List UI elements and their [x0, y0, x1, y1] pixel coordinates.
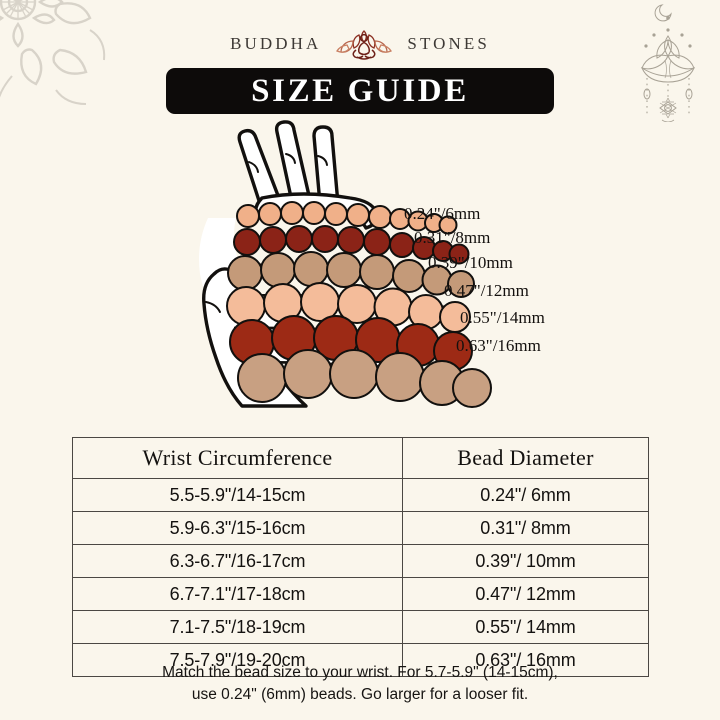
bracelet-row-16mm [237, 349, 492, 408]
table-row: 6.7-7.1"/17-18cm 0.47"/ 12mm [72, 577, 649, 611]
cell-wrist: 5.5-5.9"/14-15cm [72, 478, 403, 512]
footer-note: Match the bead size to your wrist. For 5… [60, 662, 660, 706]
bracelet-row-14mm [229, 315, 473, 371]
cell-wrist: 6.7-7.1"/17-18cm [72, 577, 403, 611]
page-title-banner: SIZE GUIDE [166, 68, 554, 114]
header-wrist-circumference: Wrist Circumference [72, 437, 403, 479]
cell-bead: 0.63"/ 16mm [402, 643, 649, 677]
header-bead-diameter: Bead Diameter [402, 437, 649, 479]
hand-bracelet-illustration [0, 118, 720, 418]
cell-bead: 0.24"/ 6mm [402, 478, 649, 512]
mandala-corner-icon [0, 0, 106, 105]
lotus-meditation-icon [336, 30, 393, 60]
table-row: 7.1-7.5"/18-19cm 0.55"/ 14mm [72, 610, 649, 644]
brand-word-left: BUDDHA [230, 34, 322, 53]
hand-outline [237, 120, 379, 230]
cell-bead: 0.39"/ 10mm [402, 544, 649, 578]
brand-word-right: STONES [407, 34, 490, 53]
table-header-row: Wrist Circumference Bead Diameter [72, 437, 649, 479]
cell-bead: 0.55"/ 14mm [402, 610, 649, 644]
cell-wrist: 7.5-7.9"/19-20cm [72, 643, 403, 677]
footer-line-1: Match the bead size to your wrist. For 5… [162, 664, 558, 681]
cell-wrist: 6.3-6.7"/16-17cm [72, 544, 403, 578]
table-row: 7.5-7.9"/19-20cm 0.63"/ 16mm [72, 643, 649, 677]
cell-bead: 0.31"/ 8mm [402, 511, 649, 545]
page-title: SIZE GUIDE [251, 72, 469, 109]
cell-wrist: 7.1-7.5"/18-19cm [72, 610, 403, 644]
thumb-crease [205, 301, 221, 313]
hand-fingerlines [248, 153, 328, 173]
bracelet-row-10mm [227, 251, 475, 298]
bracelet-row-8mm [233, 225, 470, 265]
table-row: 6.3-6.7"/16-17cm 0.39"/ 10mm [72, 544, 649, 578]
hand-bracelet-svg [199, 120, 492, 408]
table-row: 5.5-5.9"/14-15cm 0.24"/ 6mm [72, 478, 649, 512]
size-table: Wrist Circumference Bead Diameter 5.5-5.… [72, 437, 649, 677]
cell-bead: 0.47"/ 12mm [402, 577, 649, 611]
cell-wrist: 5.9-6.3"/15-16cm [72, 511, 403, 545]
brand-lockup: BUDDHA STONES [0, 24, 720, 64]
footer-line-2: use 0.24" (6mm) beads. Go larger for a l… [191, 686, 529, 703]
lotus-moon-pendant-icon [640, 4, 696, 122]
table-row: 5.9-6.3"/15-16cm 0.31"/ 8mm [72, 511, 649, 545]
bracelet-row-6mm [236, 201, 458, 235]
